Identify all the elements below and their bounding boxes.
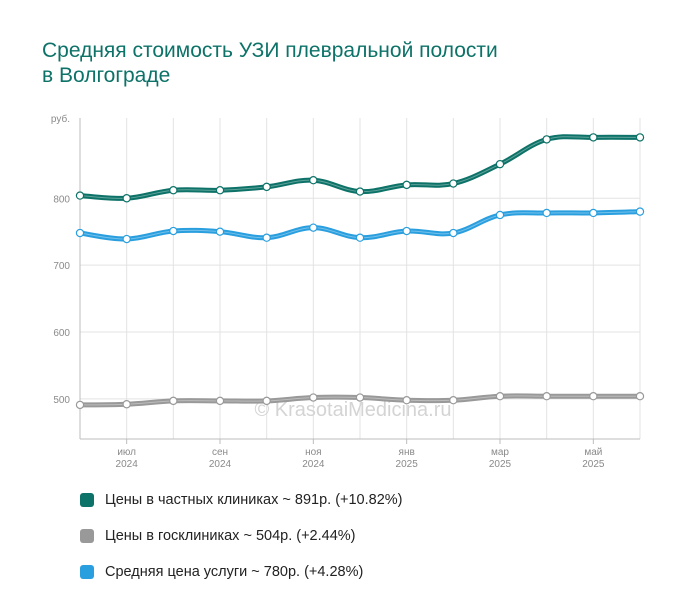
x-tick-label-year: 2024 <box>209 459 232 470</box>
data-point-private <box>262 182 271 192</box>
x-tick-label-month: июл <box>117 447 136 458</box>
x-tick-label-month: мар <box>491 447 509 458</box>
watermark: © KrasotaiMedicina.ru <box>254 399 451 421</box>
data-point-public <box>635 392 645 401</box>
data-point-average <box>402 226 411 236</box>
data-point-private <box>495 159 505 169</box>
data-point-public <box>262 396 271 406</box>
legend-item-average[interactable]: Средняя цена услуги ~ 780р. (+4.28%) <box>80 560 403 584</box>
legend-swatch-public <box>80 529 94 543</box>
data-point-private <box>355 187 365 196</box>
data-point-average <box>449 228 458 238</box>
data-point-average <box>355 233 365 242</box>
y-tick-label: 800 <box>53 194 70 205</box>
data-point-private <box>449 179 458 188</box>
data-point-average <box>122 234 131 244</box>
legend: Цены в частных клиниках ~ 891р. (+10.82%… <box>80 488 403 596</box>
data-point-public <box>449 396 458 405</box>
data-point-public <box>122 400 131 409</box>
data-point-private <box>402 180 411 190</box>
data-point-average <box>495 210 505 220</box>
series-public <box>75 392 645 410</box>
data-point-public <box>402 396 411 405</box>
y-tick-label: 500 <box>53 395 70 406</box>
legend-label-average: Средняя цена услуги ~ 780р. (+4.28%) <box>105 564 364 580</box>
x-tick-label-month: ноя <box>305 447 322 458</box>
data-point-average <box>589 208 598 218</box>
axes: 500600700800руб.июл2024сен2024ноя2024янв… <box>51 113 640 470</box>
series-private <box>75 133 645 203</box>
grid <box>79 118 641 439</box>
legend-label-private: Цены в частных клиниках ~ 891р. (+10.82%… <box>105 492 403 508</box>
y-axis-unit-label: руб. <box>51 113 70 125</box>
data-point-private <box>635 133 645 142</box>
chart-title-line-2: в Волгограде <box>42 64 171 87</box>
legend-swatch-average <box>80 565 94 579</box>
data-point-public <box>589 392 598 401</box>
data-point-average <box>635 207 645 216</box>
y-tick-label: 600 <box>53 328 70 339</box>
data-point-average <box>309 223 318 232</box>
x-tick-label-year: 2025 <box>489 459 512 470</box>
data-point-public <box>215 396 225 406</box>
legend-swatch-private <box>80 493 94 507</box>
series-average <box>75 207 645 244</box>
chart-title-line-1: Средняя стоимость УЗИ плевральной полост… <box>42 39 498 62</box>
x-tick-label-year: 2025 <box>396 459 419 470</box>
legend-item-public[interactable]: Цены в госклиниках ~ 504р. (+2.44%) <box>80 524 403 548</box>
data-point-average <box>542 208 551 218</box>
data-point-public <box>542 392 551 401</box>
data-point-private <box>215 186 225 195</box>
y-tick-label: 700 <box>53 261 70 272</box>
x-tick-label-month: май <box>584 447 602 458</box>
data-point-private <box>309 175 318 185</box>
data-point-average <box>262 233 271 242</box>
chart-title: Средняя стоимость УЗИ плевральной полост… <box>42 38 642 88</box>
data-point-private <box>75 191 85 200</box>
data-point-private <box>589 133 598 142</box>
data-point-public <box>75 400 85 410</box>
x-tick-label-month: янв <box>399 447 415 458</box>
x-tick-label-year: 2024 <box>302 459 325 470</box>
x-tick-label-year: 2025 <box>582 459 605 470</box>
data-point-average <box>215 227 225 236</box>
data-point-private <box>122 194 131 203</box>
data-point-public <box>355 393 365 402</box>
data-point-average <box>75 228 85 238</box>
data-point-public <box>169 396 178 406</box>
legend-item-private[interactable]: Цены в частных клиниках ~ 891р. (+10.82%… <box>80 488 403 512</box>
x-tick-label-month: сен <box>212 447 228 458</box>
data-point-public <box>495 392 505 401</box>
legend-label-public: Цены в госклиниках ~ 504р. (+2.44%) <box>105 528 356 544</box>
series-layer <box>75 133 645 410</box>
data-point-average <box>169 226 178 236</box>
x-tick-label-year: 2024 <box>116 459 139 470</box>
data-point-private <box>169 186 178 195</box>
data-point-private <box>542 135 551 144</box>
data-point-public <box>309 393 318 402</box>
